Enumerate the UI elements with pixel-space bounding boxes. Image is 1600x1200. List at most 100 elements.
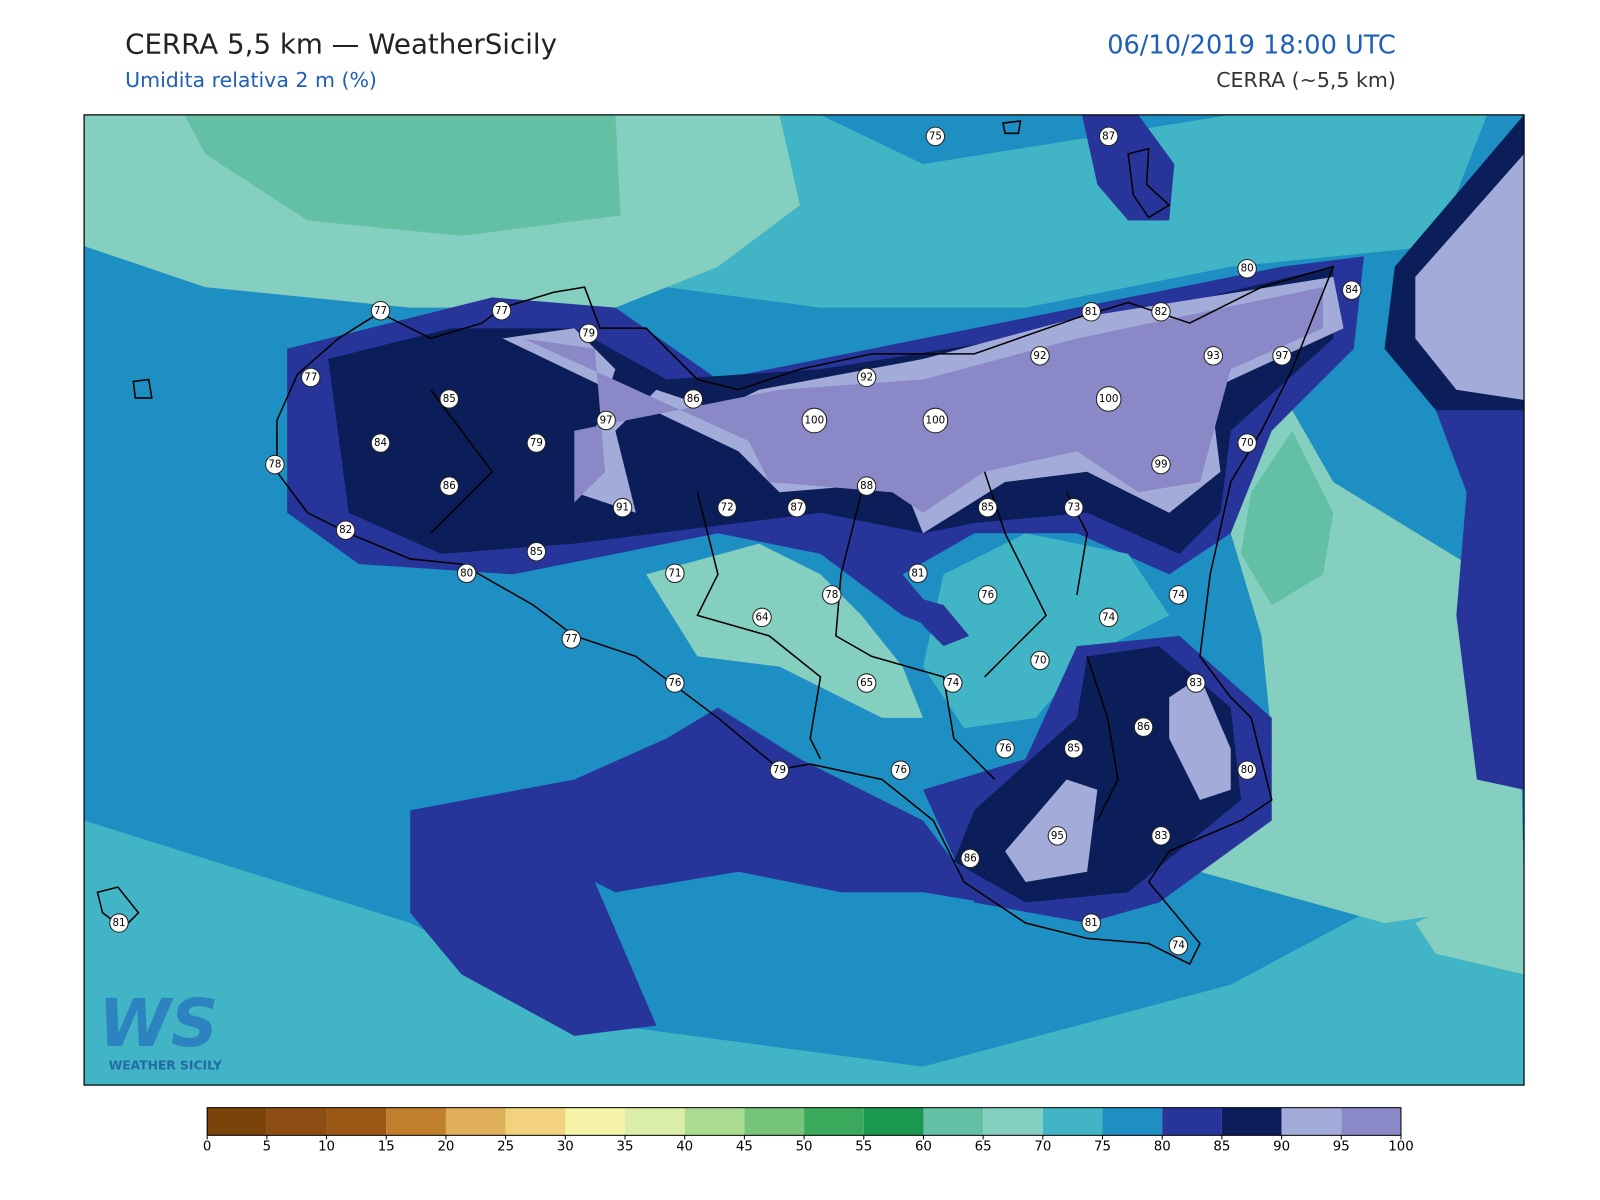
station: 86 [1133, 717, 1154, 737]
station-value: 70 [1033, 654, 1046, 666]
station-value: 82 [339, 524, 352, 536]
contour-region [646, 543, 924, 718]
station-marker [908, 563, 928, 584]
station: 100 [801, 407, 828, 434]
station: 75 [925, 126, 946, 147]
station-value: 75 [929, 130, 942, 142]
station-marker [439, 389, 459, 409]
station-marker [856, 476, 877, 496]
station-value: 77 [495, 305, 508, 317]
contour-region [1169, 676, 1231, 800]
colorbar-tick-label: 20 [437, 1140, 454, 1155]
colorbar-tick-label: 100 [1388, 1140, 1413, 1155]
station: 85 [977, 497, 998, 518]
station-marker [665, 673, 685, 693]
station-value: 74 [1172, 940, 1185, 952]
station: 70 [1237, 433, 1257, 453]
station-value: 81 [1085, 306, 1098, 318]
station: 79 [769, 760, 790, 780]
station-value: 76 [894, 764, 907, 776]
colorbar-tick-label: 50 [796, 1140, 813, 1155]
station-value: 83 [1189, 677, 1202, 689]
station-marker [1095, 386, 1122, 412]
station-marker [890, 760, 911, 780]
station: 84 [1341, 280, 1362, 300]
colorbar-bin [505, 1107, 566, 1136]
colorbar-bin [684, 1107, 745, 1136]
station-value: 79 [582, 327, 595, 339]
station: 85 [439, 389, 459, 409]
station-value: 100 [805, 414, 825, 426]
station-marker [995, 738, 1015, 759]
colorbar-tick-label: 40 [676, 1140, 693, 1155]
logo: WS WEATHER SICILY [98, 986, 223, 1073]
station-value: 87 [790, 502, 803, 514]
colorbar-tick-label: 10 [318, 1140, 335, 1155]
datetime: 06/10/2019 18:00 UTC [1107, 30, 1396, 60]
colorbar-tick-label: 85 [1213, 1140, 1230, 1155]
station-marker [822, 585, 842, 605]
station-marker [977, 497, 998, 518]
station-marker [1081, 302, 1101, 322]
station: 85 [526, 542, 547, 562]
colorbar-tick-label: 15 [378, 1140, 395, 1155]
contour-region [184, 114, 621, 236]
station-marker [787, 497, 807, 518]
station-marker [1047, 826, 1068, 846]
station-value: 72 [721, 502, 734, 514]
station-value: 81 [1085, 917, 1098, 929]
contour-region [907, 594, 970, 647]
station-marker [1237, 433, 1257, 453]
station: 80 [1237, 258, 1257, 279]
station-marker [1030, 346, 1050, 366]
station-value: 81 [112, 917, 125, 929]
station-value: 92 [860, 371, 873, 383]
station-marker [922, 407, 949, 434]
station-value: 73 [1067, 502, 1080, 514]
station-value: 76 [668, 677, 681, 689]
station: 78 [265, 454, 285, 475]
station-value: 97 [1275, 350, 1288, 362]
station: 79 [578, 323, 599, 344]
station-value: 83 [1154, 830, 1167, 842]
station: 82 [1151, 302, 1171, 322]
station-value: 92 [1033, 350, 1046, 362]
station: 86 [439, 476, 459, 496]
logo-mark: WS [98, 986, 218, 1062]
station-marker [925, 126, 946, 147]
station: 92 [1030, 346, 1050, 366]
colorbar-tick-label: 5 [263, 1140, 271, 1155]
station: 76 [977, 585, 998, 605]
station-value: 65 [860, 677, 873, 689]
station-value: 77 [374, 305, 387, 317]
colorbar-bin [266, 1107, 327, 1136]
stations: 75 87 77 77 79 77 85 86 97 100 100 100 92 92 81 82 80 84 9… [109, 126, 1362, 956]
station-value: 84 [374, 437, 387, 449]
station-marker [1237, 258, 1257, 279]
station-value: 86 [964, 852, 977, 864]
station-value: 74 [946, 677, 959, 689]
station-value: 80 [460, 567, 473, 579]
colorbar-tick-label: 25 [497, 1140, 514, 1155]
station: 77 [370, 301, 391, 321]
station: 80 [456, 563, 477, 584]
station-marker [960, 848, 980, 869]
colorbar-tick-label: 30 [557, 1140, 574, 1155]
station-value: 91 [616, 502, 629, 514]
station-value: 97 [600, 414, 613, 426]
station: 81 [908, 563, 928, 584]
map-frame [83, 114, 1525, 1086]
colorbar-bin [744, 1107, 805, 1136]
station: 97 [596, 410, 616, 431]
station: 77 [561, 629, 582, 649]
station-marker [370, 301, 391, 321]
station-marker [1272, 346, 1292, 366]
colorbar-bin [565, 1107, 626, 1136]
station-marker [439, 476, 459, 496]
station-value: 78 [825, 589, 838, 601]
colorbar-tick-label: 80 [1154, 1140, 1171, 1155]
station-value: 100 [926, 414, 946, 426]
station-marker [1168, 585, 1189, 605]
station-value: 77 [565, 633, 578, 645]
